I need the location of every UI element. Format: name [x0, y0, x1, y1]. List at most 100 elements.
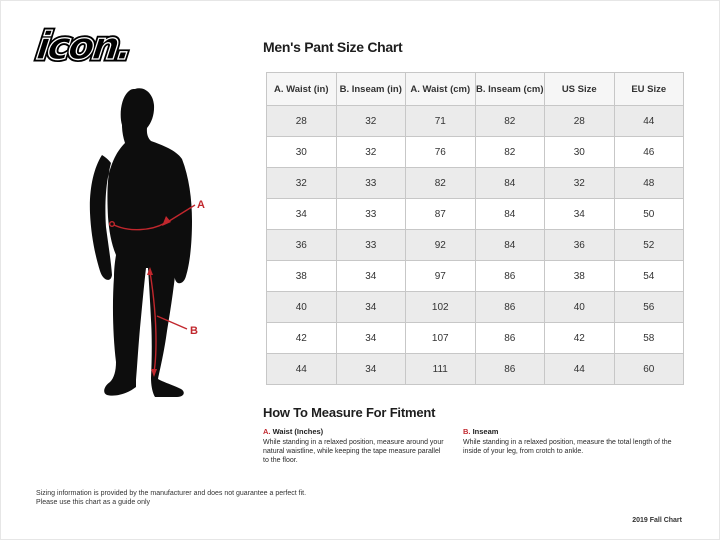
table-cell: 84 — [474, 229, 545, 261]
table-cell: 82 — [405, 167, 476, 199]
column-header: US Size — [544, 72, 615, 106]
table-cell: 71 — [405, 105, 476, 137]
table-cell: 86 — [474, 353, 545, 385]
table-row: 30 32 76 82 30 46 — [266, 136, 684, 168]
table-cell: 34 — [335, 260, 406, 292]
table-cell: 38 — [544, 260, 615, 292]
table-cell: 34 — [266, 198, 337, 230]
column-header: A. Waist (in) — [266, 72, 337, 106]
table-cell: 42 — [266, 322, 337, 354]
waist-arrowhead — [162, 216, 171, 226]
inseam-label-b: B — [190, 325, 198, 337]
table-cell: 50 — [613, 198, 684, 230]
size-table: A. Waist (in) B. Inseam (in) A. Waist (cm)… — [266, 72, 684, 385]
table-cell: 86 — [474, 291, 545, 323]
table-row: 42 34 107 86 42 58 — [266, 322, 684, 354]
measure-label-inseam: B. Inseam — [463, 427, 673, 436]
table-cell: 56 — [613, 291, 684, 323]
measure-description-waist: While standing in a relaxed position, me… — [263, 439, 444, 465]
table-cell: 36 — [266, 229, 337, 261]
table-cell: 86 — [474, 322, 545, 354]
table-cell: 32 — [335, 136, 406, 168]
table-cell: 34 — [544, 198, 615, 230]
table-cell: 58 — [613, 322, 684, 354]
measure-item-waist: A. Waist (Inches) While standing in a re… — [263, 427, 448, 466]
body-silhouette-figure: A B — [89, 88, 205, 397]
brand-logo: icon. icon. — [32, 22, 136, 71]
table-cell: 111 — [405, 353, 476, 385]
table-cell: 33 — [335, 229, 406, 261]
measure-item-inseam: B. Inseam While standing in a relaxed po… — [463, 427, 673, 466]
table-cell: 92 — [405, 229, 476, 261]
table-cell: 44 — [613, 105, 684, 137]
table-cell: 107 — [405, 322, 476, 354]
table-row: 36 33 92 84 36 52 — [266, 229, 684, 261]
measure-name-inseam: Inseam — [472, 427, 499, 436]
table-cell: 102 — [405, 291, 476, 323]
how-to-measure-section: How To Measure For Fitment A. Waist (Inc… — [263, 405, 687, 466]
column-header: A. Waist (cm) — [405, 72, 476, 106]
measure-prefix-b: B. — [463, 427, 471, 436]
table-row: 28 32 71 82 28 44 — [266, 105, 684, 137]
table-cell: 30 — [266, 136, 337, 168]
table-cell: 48 — [613, 167, 684, 199]
table-cell: 54 — [613, 260, 684, 292]
table-cell: 36 — [544, 229, 615, 261]
table-cell: 40 — [266, 291, 337, 323]
column-header: B. Inseam (cm) — [474, 72, 545, 106]
measure-label-waist: A. Waist (Inches) — [263, 427, 448, 436]
disclaimer-line-2: Please use this chart as a guide only — [36, 499, 151, 507]
table-cell: 82 — [474, 136, 545, 168]
measure-name-waist: Waist (Inches) — [272, 427, 324, 436]
table-cell: 32 — [335, 105, 406, 137]
how-to-heading: How To Measure For Fitment — [263, 405, 436, 420]
table-cell: 28 — [266, 105, 337, 137]
table-cell: 34 — [335, 291, 406, 323]
table-cell: 76 — [405, 136, 476, 168]
table-cell: 32 — [544, 167, 615, 199]
table-cell: 44 — [544, 353, 615, 385]
waist-label-a: A — [197, 199, 205, 211]
table-cell: 42 — [544, 322, 615, 354]
table-cell: 97 — [405, 260, 476, 292]
table-row: 38 34 97 86 38 54 — [266, 260, 684, 292]
table-cell: 34 — [335, 322, 406, 354]
table-cell: 52 — [613, 229, 684, 261]
disclaimer-line-1: Sizing information is provided by the ma… — [36, 490, 307, 497]
table-cell: 34 — [335, 353, 406, 385]
table-cell: 84 — [474, 198, 545, 230]
table-cell: 40 — [544, 291, 615, 323]
inseam-measure-line — [149, 271, 188, 373]
table-cell: 60 — [613, 353, 684, 385]
waist-measure-line — [109, 204, 196, 231]
table-cell: 44 — [266, 353, 337, 385]
column-header: B. Inseam (in) — [335, 72, 406, 106]
table-cell: 82 — [474, 105, 545, 137]
table-cell: 32 — [266, 167, 337, 199]
table-cell: 46 — [613, 136, 684, 168]
table-row: 40 34 102 86 40 56 — [266, 291, 684, 323]
measure-description-inseam: While standing in a relaxed position, me… — [463, 439, 672, 456]
table-cell: 84 — [474, 167, 545, 199]
table-cell: 33 — [335, 167, 406, 199]
table-cell: 87 — [405, 198, 476, 230]
body-silhouette — [89, 88, 192, 397]
table-cell: 30 — [544, 136, 615, 168]
inseam-arrowhead-bottom — [151, 369, 157, 377]
table-header-row: A. Waist (in) B. Inseam (in) A. Waist (cm)… — [266, 72, 684, 106]
table-row: 34 33 87 84 34 50 — [266, 198, 684, 230]
column-header: EU Size — [613, 72, 684, 106]
edition-label: 2019 Fall Chart — [632, 517, 682, 524]
table-cell: 28 — [544, 105, 615, 137]
table-row: 32 33 82 84 32 48 — [266, 167, 684, 199]
page-title: Men's Pant Size Chart — [263, 39, 403, 55]
table-cell: 33 — [335, 198, 406, 230]
measure-prefix-a: A. — [263, 427, 271, 436]
table-row: 44 34 111 86 44 60 — [266, 353, 684, 385]
brand-logo-text: icon. — [34, 23, 134, 68]
sizing-disclaimer: Sizing information is provided by the ma… — [36, 489, 336, 508]
table-cell: 38 — [266, 260, 337, 292]
inseam-arrowhead-top — [147, 267, 153, 275]
table-cell: 86 — [474, 260, 545, 292]
